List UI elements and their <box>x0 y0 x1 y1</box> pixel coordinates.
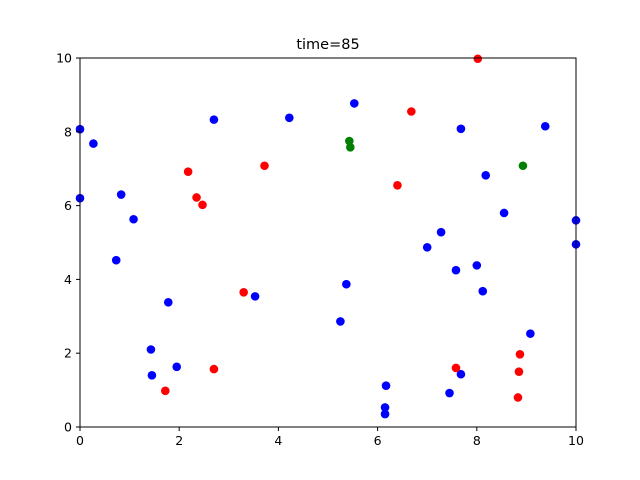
y-tick-label: 8 <box>64 124 72 139</box>
data-point <box>456 124 466 134</box>
data-point <box>481 171 491 180</box>
data-point <box>422 243 432 252</box>
data-point <box>172 362 182 372</box>
data-point <box>147 371 157 380</box>
data-point <box>393 181 402 190</box>
data-point <box>192 193 201 202</box>
data-point <box>515 350 525 359</box>
y-tick-label: 6 <box>64 198 72 213</box>
data-point <box>198 200 207 210</box>
data-point <box>89 139 98 148</box>
data-point <box>513 393 523 402</box>
data-point <box>514 367 524 376</box>
y-tick-label: 0 <box>64 420 72 435</box>
x-tick-label: 10 <box>568 433 584 448</box>
data-point <box>451 265 461 275</box>
data-point <box>472 261 482 270</box>
data-point <box>111 255 121 265</box>
data-point <box>161 386 170 396</box>
data-point <box>518 161 528 171</box>
y-axis: 0 2 4 6 8 10 <box>56 51 80 435</box>
data-point <box>336 317 345 326</box>
chart-title: time=85 <box>296 37 359 53</box>
data-point <box>209 115 219 124</box>
data-point <box>260 161 269 171</box>
data-point <box>540 121 550 131</box>
data-point <box>445 388 454 398</box>
data-point <box>380 403 390 412</box>
y-tick-label: 2 <box>64 346 72 361</box>
data-point <box>342 279 351 289</box>
data-point <box>146 345 156 354</box>
data-point <box>163 297 173 307</box>
data-point <box>285 113 294 123</box>
y-tick-label: 4 <box>64 272 72 287</box>
x-axis: 0 2 4 6 8 10 <box>76 427 584 448</box>
data-point <box>250 292 260 301</box>
data-point <box>473 54 483 64</box>
x-tick-label: 8 <box>473 433 481 448</box>
x-tick-label: 2 <box>175 433 183 448</box>
data-point <box>346 143 355 152</box>
points-layer <box>75 54 581 419</box>
data-point <box>381 381 391 390</box>
data-point <box>209 364 219 374</box>
data-point <box>407 107 416 116</box>
data-point <box>526 329 535 338</box>
data-point <box>499 208 509 218</box>
data-point <box>349 99 359 108</box>
x-tick-label: 4 <box>274 433 282 448</box>
x-tick-label: 0 <box>76 433 84 448</box>
data-point <box>239 288 248 297</box>
data-point <box>478 286 488 296</box>
data-point <box>380 409 390 419</box>
x-tick-label: 6 <box>374 433 382 448</box>
data-point <box>456 369 466 379</box>
plot-frame <box>79 57 577 428</box>
data-point <box>183 167 193 176</box>
data-point <box>451 363 461 373</box>
data-point <box>116 190 126 199</box>
data-point <box>129 214 138 224</box>
data-point <box>436 227 446 237</box>
y-tick-label: 10 <box>56 51 72 66</box>
